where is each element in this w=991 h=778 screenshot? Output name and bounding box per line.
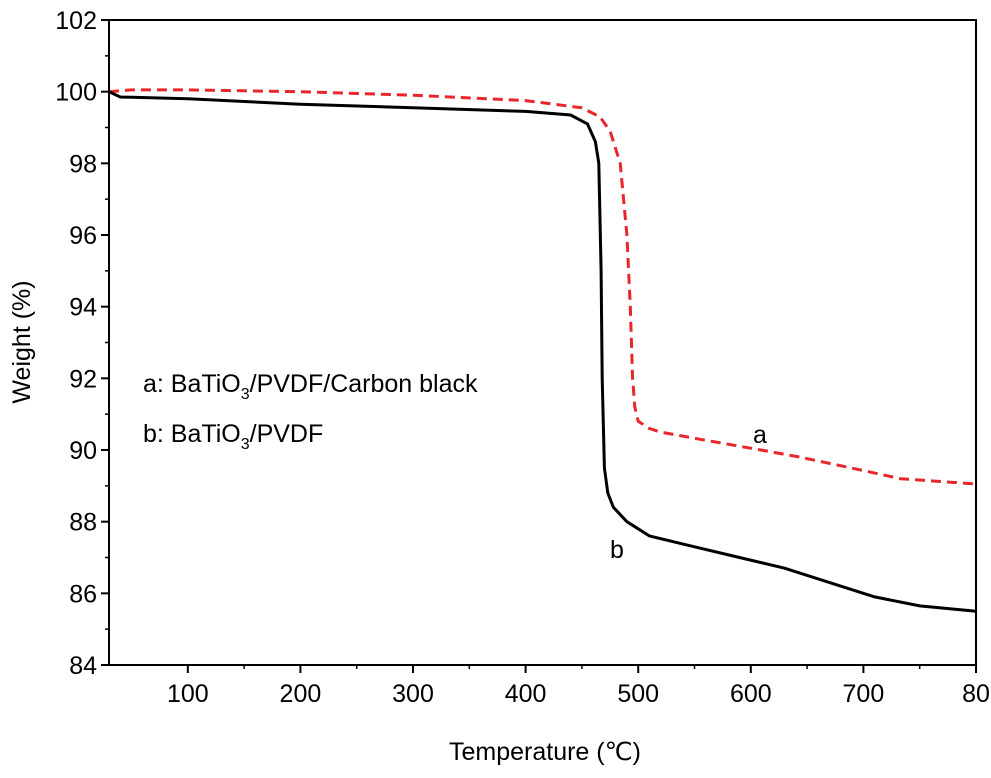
x-tick-label: 100 — [167, 680, 209, 708]
y-tick-label: 96 — [69, 222, 97, 250]
y-tick-label: 94 — [69, 294, 97, 322]
y-tick-label: 88 — [69, 509, 97, 537]
text-part: a: BaTiO — [143, 370, 241, 398]
y-tick-label: 84 — [69, 652, 97, 680]
x-axis-label: Temperature (℃) — [449, 738, 641, 766]
line — [108, 88, 977, 486]
x-tick-label: 600 — [730, 680, 772, 708]
y-tick-label: 90 — [69, 437, 97, 465]
x-tick-label: 500 — [617, 680, 659, 708]
line — [108, 90, 977, 613]
legend-label: b: BaTiO3/PVDF — [143, 420, 323, 453]
y-tick-label: 100 — [55, 79, 97, 107]
y-tick-label: 102 — [55, 7, 97, 35]
y-axis-label: Weight (%) — [8, 280, 36, 403]
x-tick-label: 700 — [843, 680, 885, 708]
subscript: 3 — [241, 386, 250, 403]
text-part: b: BaTiO — [143, 420, 241, 448]
curve-label: a — [753, 421, 767, 449]
y-tick-label: 86 — [69, 580, 97, 608]
x-tick-label: 80 — [962, 680, 990, 708]
text-part: /PVDF — [250, 420, 324, 448]
x-tick-label: 200 — [280, 680, 322, 708]
curve-label: b — [610, 536, 624, 564]
plot-frame — [108, 19, 977, 666]
y-tick-label: 92 — [69, 365, 97, 393]
legend-label: a: BaTiO3/PVDF/Carbon black — [143, 370, 478, 403]
subscript: 3 — [241, 436, 250, 453]
text-part: /PVDF/Carbon black — [250, 370, 478, 398]
x-tick-label: 400 — [505, 680, 547, 708]
y-tick-label: 98 — [69, 150, 97, 178]
x-tick-label: 300 — [392, 680, 434, 708]
